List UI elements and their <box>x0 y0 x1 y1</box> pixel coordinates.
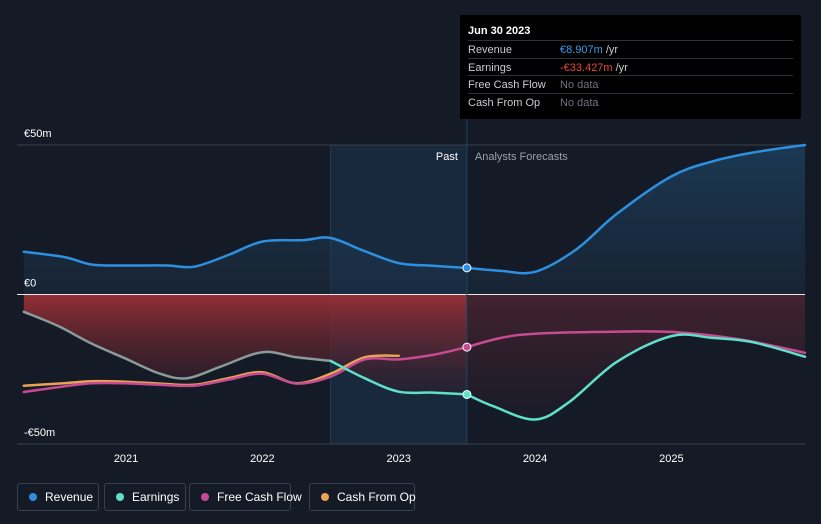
tooltip-row-label: Free Cash Flow <box>468 79 546 91</box>
tooltip-row-label: Cash From Op <box>468 96 541 109</box>
earnings-negative-area-past <box>23 294 467 395</box>
revenue-area <box>23 145 806 295</box>
tooltip-row: Revenue €8.907m/yr <box>468 40 793 58</box>
forecast-label: Analysts Forecasts <box>475 151 568 163</box>
legend-label: Revenue <box>45 490 94 504</box>
revenue-marker <box>462 263 472 273</box>
earnings-negative-area-forecast <box>466 294 805 420</box>
revenue-line-past <box>22 236 469 270</box>
earnings-line-past <box>329 359 469 396</box>
x-tick-label: 2022 <box>250 453 274 465</box>
tooltip-row-unit: /yr <box>615 61 628 74</box>
legend-dot-icon <box>201 493 209 501</box>
past-label: Past <box>436 151 458 163</box>
free-cash-flow-line-past <box>22 345 469 394</box>
y-tick-label: €50m <box>24 128 52 140</box>
earnings-marker <box>462 389 472 399</box>
legend-dot-icon <box>116 493 124 501</box>
tooltip-row: Earnings -€33.427m/yr <box>468 57 793 76</box>
legend-item-revenue[interactable]: Revenue <box>17 483 99 511</box>
x-tick-label: 2024 <box>523 453 547 465</box>
y-tick-label: €0 <box>24 278 36 290</box>
tooltip-row: Free Cash Flow No data <box>468 75 793 93</box>
legend-label: Earnings <box>132 490 180 504</box>
legend-label: Free Cash Flow <box>217 490 302 504</box>
tooltip-row-label: Revenue <box>468 44 513 56</box>
tooltip-row-unit: /yr <box>605 44 619 56</box>
legend-dot-icon <box>29 493 37 501</box>
y-tick-label: -€50m <box>24 427 55 439</box>
free-cash-flow-marker <box>462 342 472 352</box>
data-tooltip: Jun 30 2023 Revenue €8.907m/yr Earnings -€3… <box>460 15 801 119</box>
tooltip-row-value: No data <box>560 79 599 91</box>
x-tick-label: 2021 <box>114 453 138 465</box>
legend-item-earnings[interactable]: Earnings <box>104 483 186 511</box>
revenue-line-forecast <box>465 143 807 275</box>
x-tick-label: 2025 <box>659 453 683 465</box>
legend-item-cash-from-op[interactable]: Cash From Op <box>309 483 416 511</box>
legend-label: Cash From Op <box>337 490 416 504</box>
legend-dot-icon <box>321 493 329 501</box>
tooltip-row-label: Earnings <box>468 61 512 74</box>
tooltip-row-value: €8.907m/yr <box>560 44 619 56</box>
tooltip-row: Cash From Op No data <box>468 92 793 111</box>
tooltip-row-value: -€33.427m/yr <box>560 61 628 74</box>
legend-item-free-cash-flow[interactable]: Free Cash Flow <box>189 483 302 511</box>
x-tick-label: 2023 <box>386 453 410 465</box>
tooltip-row-value: No data <box>560 96 599 109</box>
tooltip-date: Jun 30 2023 <box>468 25 531 37</box>
earnings-line-history <box>22 310 332 380</box>
earnings-line-forecast <box>465 333 807 421</box>
